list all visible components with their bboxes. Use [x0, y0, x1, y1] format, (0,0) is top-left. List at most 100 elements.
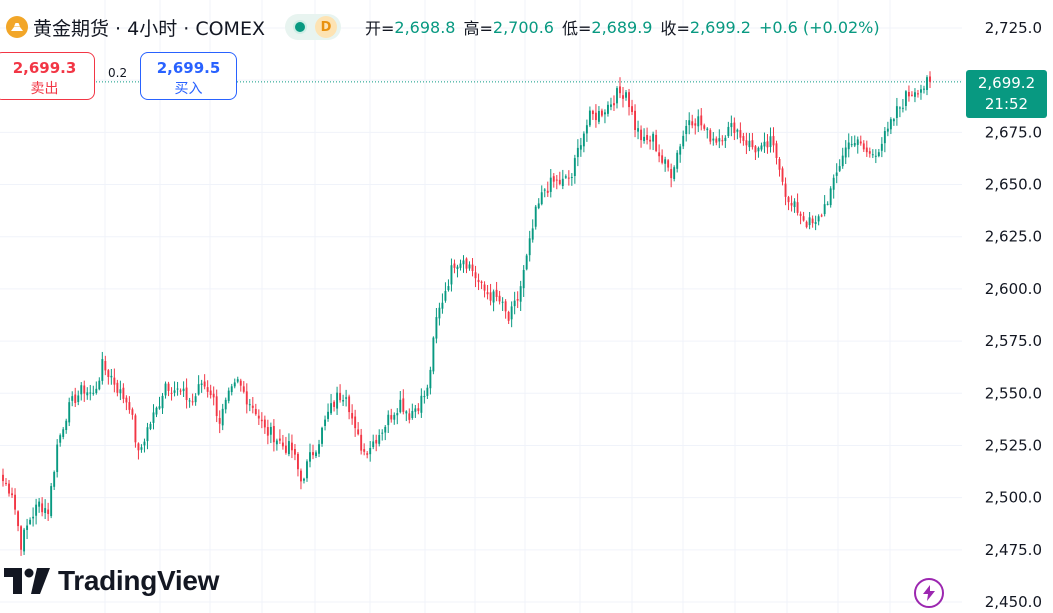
candle-body [140, 447, 143, 450]
candle-body [164, 383, 167, 396]
candle-body [5, 482, 7, 484]
candle-body [721, 140, 724, 142]
candle-body [835, 172, 838, 176]
candle-body [74, 394, 77, 403]
candle-body [420, 395, 423, 413]
candle-body [877, 152, 880, 157]
candle-body [868, 151, 871, 154]
candle-body [53, 472, 56, 487]
candle-body [260, 419, 263, 422]
market-open-dot-icon [292, 20, 307, 34]
candle-body [486, 292, 489, 295]
candle-body [242, 386, 245, 392]
candle-body [519, 286, 522, 302]
candle-body [546, 190, 549, 193]
candle-body [348, 396, 351, 413]
candle-body [462, 260, 465, 265]
candle-body [257, 415, 260, 419]
candle-body [230, 386, 233, 393]
candle-body [844, 147, 847, 158]
candle-body [914, 92, 916, 97]
candle-body [233, 382, 236, 387]
candle-body [778, 159, 781, 170]
candle-body [369, 447, 372, 455]
candle-body [297, 453, 299, 470]
candle-body [847, 142, 850, 150]
lightning-icon[interactable] [914, 578, 944, 608]
candle-body [173, 390, 176, 393]
candle-body [525, 255, 528, 270]
candle-body [579, 145, 582, 150]
change-value: +0.6 (+0.02%) [758, 17, 880, 37]
candle-body [167, 383, 170, 391]
candle-body [2, 474, 4, 482]
buy-button[interactable]: 2,699.5 买入 [140, 52, 237, 100]
candle-body [817, 216, 820, 222]
symbol-title[interactable]: 黄金期货 · 4小时 · COMEX [33, 17, 265, 40]
candle-body [703, 125, 706, 129]
candle-body [567, 177, 570, 179]
candle-body [889, 119, 892, 130]
candle-body [495, 289, 498, 297]
candle-body [450, 265, 453, 285]
sell-price: 2,699.3 [12, 59, 77, 77]
candle-body [224, 399, 227, 410]
spread-value: 0.2 [108, 66, 128, 80]
candle-body [444, 290, 447, 301]
candle-body [300, 470, 302, 482]
candle-body [856, 139, 859, 145]
candle-body [149, 423, 152, 429]
candle-body [631, 106, 633, 112]
candle-body [805, 221, 808, 228]
candle-body [411, 410, 414, 418]
candle-body [35, 504, 38, 516]
candle-body [591, 110, 594, 115]
candle-body [309, 452, 311, 462]
candle-body [188, 400, 191, 402]
candle-body [402, 398, 405, 412]
candle-body [441, 302, 444, 309]
candle-body [865, 147, 868, 153]
candle-body [83, 385, 86, 394]
candle-body [89, 392, 92, 394]
candle-body [549, 177, 552, 192]
candle-body [176, 388, 179, 390]
candle-body [688, 120, 691, 126]
candle-body [700, 115, 703, 126]
candle-body [766, 141, 769, 148]
tradingview-logo[interactable]: TradingView [4, 565, 219, 597]
candle-body [718, 138, 721, 142]
low-value: 2,689.9 [591, 17, 653, 37]
candle-body [263, 419, 266, 428]
candle-body [426, 387, 429, 396]
candle-body [673, 167, 676, 179]
candle-body [637, 128, 640, 132]
candle-body [898, 107, 901, 109]
candle-body [594, 112, 597, 121]
candle-body [197, 384, 200, 395]
candle-body [760, 145, 763, 150]
candle-body [685, 125, 688, 135]
candle-body [363, 449, 366, 452]
candle-body [266, 427, 269, 436]
market-status-pill[interactable]: D [284, 14, 341, 40]
candle-body [65, 420, 68, 431]
candle-body [41, 503, 44, 513]
candle-body [8, 483, 10, 494]
chart-header: 黄金期货 · 4小时 · COMEX D 开= 2,698.8 高= 2,700… [0, 10, 888, 44]
sell-label: 卖出 [30, 81, 59, 97]
y-tick-label: 2,500.0 [985, 489, 1042, 507]
sell-button[interactable]: 2,699.3 卖出 [0, 52, 95, 100]
y-tick-label: 2,525.0 [985, 436, 1042, 454]
candle-body [613, 103, 615, 106]
candle-body [281, 442, 284, 447]
candle-body [607, 104, 609, 114]
candle-body [251, 405, 254, 408]
candle-body [667, 160, 670, 168]
candle-body [435, 317, 438, 339]
candle-body [603, 112, 606, 115]
candle-body [143, 441, 146, 446]
candle-body [218, 417, 221, 424]
candle-body [510, 306, 513, 320]
